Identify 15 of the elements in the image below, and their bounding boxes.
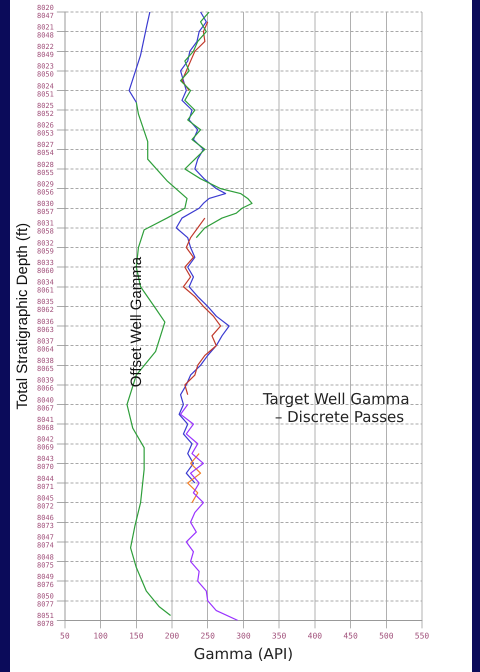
x-tick-label: 50: [60, 631, 70, 640]
text: Offset Well Gamma: [128, 256, 145, 388]
x-tick-label: 150: [129, 631, 144, 640]
annotation: Target Well Gamma – Discrete Passes: [262, 390, 410, 426]
x-tick-label: 300: [236, 631, 251, 640]
x-tick-label: 350: [272, 631, 287, 640]
x-tick-label: 250: [200, 631, 216, 640]
x-tick-label: 550: [414, 631, 430, 640]
x-tick-label: 500: [379, 631, 394, 640]
y2-axis-title: Total Stratigraphic Depth (ft): [14, 222, 32, 410]
x-axis-title: Gamma (API): [194, 644, 294, 663]
x-tick-label: 400: [308, 631, 322, 640]
x-tick-label: 450: [343, 631, 358, 640]
x-tick-label: 200: [164, 631, 180, 640]
x-tick-label: 100: [93, 631, 108, 640]
